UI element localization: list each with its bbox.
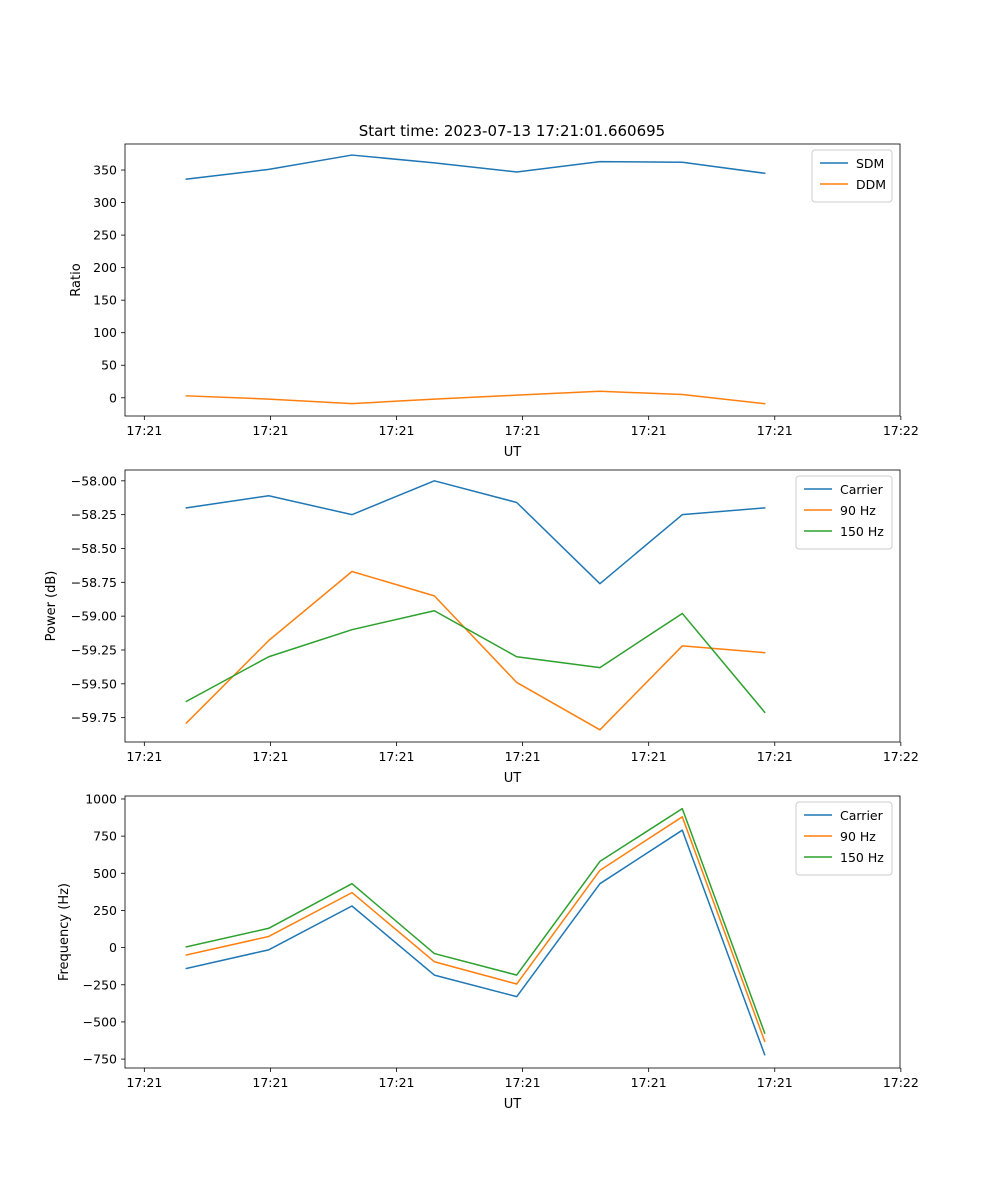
x-tick-label: 17:21	[378, 423, 414, 438]
x-axis-label: UT	[504, 445, 522, 460]
series-line-sdm	[185, 154, 766, 180]
legend-label: DDM	[856, 177, 886, 192]
y-tick-label: −58.00	[71, 473, 117, 488]
x-tick-label: 17:21	[505, 749, 541, 764]
legend-label: Carrier	[840, 808, 884, 823]
x-tick-label: 17:22	[883, 423, 919, 438]
x-tick-label: 17:21	[631, 423, 667, 438]
y-tick-label: −58.25	[71, 507, 117, 522]
series-line-ddm	[185, 390, 766, 405]
y-tick-label: 250	[93, 228, 117, 243]
y-tick-label: 100	[93, 325, 117, 340]
x-tick-label: 17:21	[126, 749, 162, 764]
y-tick-label: 150	[93, 293, 117, 308]
y-axis-label: Power (dB)	[44, 571, 59, 642]
axes-frame	[124, 469, 901, 743]
y-tick-label: 350	[93, 163, 117, 178]
y-tick-label: 750	[93, 829, 117, 844]
y-tick-label: −58.50	[71, 541, 117, 556]
y-tick-label: −500	[83, 1014, 117, 1029]
x-tick-label: 17:21	[631, 1075, 667, 1090]
series-line-carrier	[185, 480, 766, 585]
legend-label: 150 Hz	[840, 524, 884, 539]
y-tick-label: 1000	[85, 791, 117, 806]
x-axis-label: UT	[504, 771, 522, 786]
y-axis-label: Frequency (Hz)	[57, 883, 72, 981]
x-tick-label: 17:22	[883, 749, 919, 764]
x-tick-label: 17:21	[126, 1075, 162, 1090]
series-line-150-hz	[185, 807, 766, 1035]
y-tick-label: −59.50	[71, 676, 117, 691]
legend: Carrier 90 Hz 150 Hz	[795, 801, 893, 876]
figure-title: Start time: 2023-07-13 17:21:01.660695	[359, 122, 665, 140]
y-tick-label: −59.75	[71, 710, 117, 725]
x-tick-label: 17:21	[757, 423, 793, 438]
series-line-150-hz	[185, 609, 766, 714]
y-tick-label: −58.75	[71, 575, 117, 590]
legend: SDM DDM	[811, 149, 893, 203]
x-tick-label: 17:21	[505, 423, 541, 438]
x-tick-label: 17:21	[631, 749, 667, 764]
legend-label: 150 Hz	[840, 850, 884, 865]
series-line-90-hz	[185, 816, 766, 1043]
y-tick-label: 250	[93, 903, 117, 918]
series-line-90-hz	[185, 570, 766, 731]
x-axis-label: UT	[504, 1097, 522, 1112]
x-tick-label: 17:21	[505, 1075, 541, 1090]
y-tick-label: 300	[93, 195, 117, 210]
y-tick-label: 50	[101, 358, 117, 373]
legend-label: 90 Hz	[840, 503, 876, 518]
y-tick-label: −250	[83, 977, 117, 992]
y-tick-label: 200	[93, 260, 117, 275]
plots-container: 17:21 17:21 17:21 17:21 17:21 17:21 17:22 0 50 10…	[44, 143, 919, 1112]
x-tick-label: 17:21	[378, 749, 414, 764]
y-tick-label: −59.25	[71, 642, 117, 657]
x-tick-label: 17:21	[757, 749, 793, 764]
x-tick-label: 17:21	[126, 423, 162, 438]
axes-frame	[124, 795, 901, 1069]
series-line-carrier	[185, 829, 766, 1056]
legend-label: Carrier	[840, 482, 884, 497]
x-tick-label: 17:22	[883, 1075, 919, 1090]
x-tick-label: 17:21	[757, 1075, 793, 1090]
y-tick-label: 500	[93, 866, 117, 881]
x-tick-label: 17:21	[252, 749, 288, 764]
x-tick-label: 17:21	[252, 1075, 288, 1090]
axes-frame	[124, 143, 901, 417]
legend-label: SDM	[856, 156, 884, 171]
y-tick-label: −59.00	[71, 609, 117, 624]
subplot-1: 17:21 17:21 17:21 17:21 17:21 17:21 17:22 0 50 10…	[69, 143, 919, 460]
legend: Carrier 90 Hz 150 Hz	[795, 475, 893, 550]
x-tick-label: 17:21	[378, 1075, 414, 1090]
y-tick-label: −750	[83, 1052, 117, 1067]
y-axis-label: Ratio	[69, 263, 84, 296]
subplot-2: 17:21 17:21 17:21 17:21 17:21 17:21 17:22 −59.7…	[44, 469, 919, 786]
x-tick-label: 17:21	[252, 423, 288, 438]
y-tick-label: 0	[109, 390, 117, 405]
subplot-3: 17:21 17:21 17:21 17:21 17:21 17:21 17:22 −750 −…	[57, 791, 919, 1112]
y-tick-label: 0	[109, 940, 117, 955]
legend-label: 90 Hz	[840, 829, 876, 844]
